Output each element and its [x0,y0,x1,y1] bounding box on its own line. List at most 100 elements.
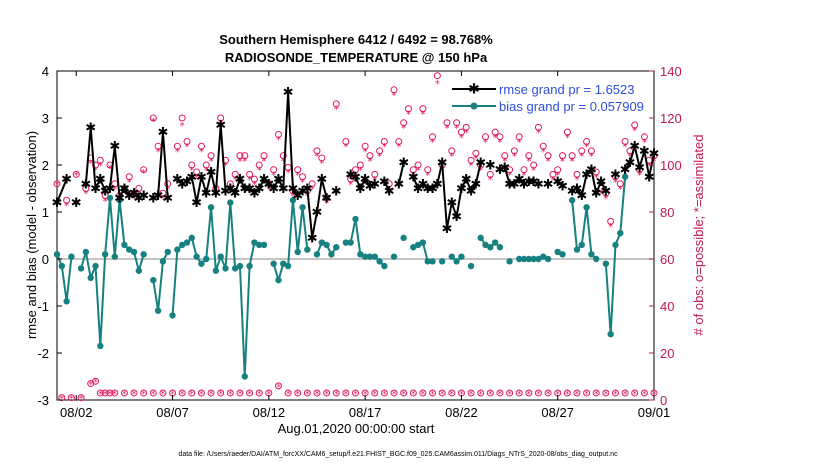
rmse-point: ✱ [119,182,130,197]
data-file-footnote: data file: /Users/raeder/DAI/ATM_forcXX/… [178,451,618,458]
rmse-point: ✱ [90,182,101,197]
obs-possible-marker [592,168,600,176]
bias-point [77,265,85,272]
obs-low-possible-marker [92,377,100,385]
obs-possible-marker [217,114,225,122]
rmse-point: ✱ [509,177,520,192]
rmse-point: ✱ [259,173,270,188]
obs-assimilated-marker: * [444,123,449,134]
rmse-point: ✱ [191,196,202,211]
obs-assimilated-marker: * [156,147,161,158]
obs-possible-marker [583,138,591,145]
obs-assimilated-marker: * [411,170,416,181]
x-tick-label: 08/07 [156,405,189,420]
rmse-point: ✱ [124,189,135,204]
rmse-point: ✱ [413,182,424,197]
rmse-point: ✱ [196,170,207,185]
obs-possible-marker [202,161,210,169]
obs-low-assimilated-marker: * [170,390,175,400]
obs-assimilated-marker: * [112,185,117,196]
rmse-line [499,165,539,186]
rmse-point: ✱ [456,182,467,197]
bias-point [222,265,229,272]
obs-possible-marker [274,130,282,138]
obs-assimilated-marker: * [324,199,329,210]
obs-assimilated-marker: * [310,185,315,196]
rmse-line [84,127,140,202]
obs-low-possible-marker [217,389,225,397]
bias-point [241,373,248,380]
obs-assimilated-marker: * [608,222,613,233]
bias-point [116,197,123,204]
obs-possible-marker [356,161,364,169]
obs-possible-marker [207,152,215,160]
rmse-point: ✱ [186,170,197,185]
obs-possible-marker [534,123,542,131]
bias-point [236,262,244,270]
y-tick-label-left: 0 [42,252,49,267]
obs-low-possible-marker [477,389,485,397]
rmse-point: ✱ [316,173,327,188]
rmse-point: ✱ [345,168,356,183]
obs-low-assimilated-marker: * [652,390,657,400]
rmse-line [624,142,655,177]
obs-assimilated-marker: * [83,189,88,200]
obs-assimilated-marker: * [160,194,165,205]
obs-low-assimilated-marker: * [344,390,349,400]
obs-assimilated-marker: * [228,185,233,196]
obs-low-possible-marker [140,389,148,397]
obs-low-assimilated-marker: * [190,390,195,400]
rmse-point: ✱ [528,175,539,190]
rmse-point: ✱ [369,177,380,192]
obs-low-possible-marker [506,389,514,397]
obs-low-possible-marker [534,389,542,397]
obs-assimilated-marker: * [507,170,512,181]
obs-assimilated-marker: * [584,142,589,153]
obs-assimilated-marker: * [647,161,652,172]
obs-assimilated-marker: * [55,180,60,191]
obs-low-possible-marker [352,389,359,397]
obs-possible-marker [371,170,379,178]
obs-possible-marker [414,161,422,169]
rmse-point: ✱ [177,177,188,192]
obs-assimilated-marker: * [512,152,517,163]
bias-point [63,298,70,305]
obs-low-assimilated-marker: * [594,390,599,400]
obs-low-assimilated-marker: * [305,390,310,400]
obs-assimilated-marker: * [319,159,324,170]
obs-low-possible-marker [380,389,388,397]
obs-assimilated-marker: * [483,138,488,149]
bias-point [530,255,537,263]
rmse-point: ✱ [283,86,294,101]
bias-point [477,234,484,242]
bias-point [193,253,200,260]
obs-possible-marker [250,175,258,183]
obs-low-possible-marker [592,389,600,397]
obs-assimilated-marker: * [497,138,502,149]
bias-point [231,265,239,272]
obs-possible-marker [149,114,157,122]
obs-possible-marker [395,138,403,145]
rmse-point: ✱ [552,175,563,190]
obs-assimilated-marker: * [579,152,584,163]
obs-possible-marker [96,156,104,164]
rmse-point: ✱ [302,182,313,197]
y-tick-label-left: 4 [42,64,49,79]
obs-low-assimilated-marker: * [353,390,358,400]
obs-possible-marker [332,100,340,108]
bias-point [212,267,220,274]
bias-point [87,274,94,281]
obs-possible-marker [650,152,658,160]
obs-assimilated-marker: * [218,119,223,130]
bias-point [68,253,75,260]
rmse-point: ✱ [230,187,241,202]
rmse-point: ✱ [263,177,274,192]
obs-low-possible-marker [313,389,321,397]
rmse-series: ✱✱✱✱✱✱✱✱✱✱✱✱✱✱✱✱✱✱✱✱✱✱✱✱✱✱✱✱✱✱✱✱✱✱✱✱✱✱✱✱… [52,86,660,247]
obs-possible-marker [491,128,499,136]
obs-possible-marker [587,147,595,155]
obs-assimilated-marker: * [541,147,546,158]
obs-low-assimilated-marker: * [555,390,560,400]
bias-point [482,241,489,249]
rmse-point: ✱ [437,156,448,171]
